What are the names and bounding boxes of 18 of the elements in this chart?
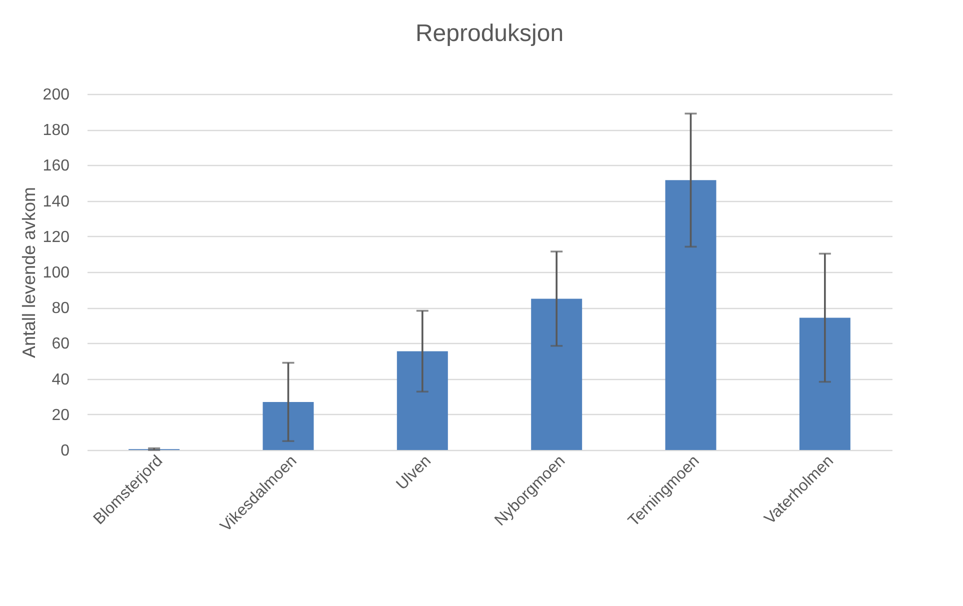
y-tick-label: 20: [52, 406, 70, 424]
y-tick-label: 180: [42, 122, 70, 140]
y-tick-label: 140: [42, 193, 70, 210]
y-tick-label: 200: [42, 86, 70, 104]
bar: [665, 180, 716, 450]
chart-title: Reproduksjon: [415, 20, 564, 47]
y-tick-label: 80: [52, 300, 70, 318]
bar: [799, 318, 850, 450]
bar: [531, 298, 582, 450]
y-tick-label: 120: [42, 228, 70, 246]
y-tick-label: 100: [42, 264, 70, 282]
bar: [262, 402, 314, 450]
y-axis-title: Antall levende avkom: [18, 186, 39, 358]
y-tick-label: 60: [52, 336, 70, 353]
y-tick-label: 160: [42, 158, 70, 175]
bar: [396, 351, 448, 450]
y-tick-label: 40: [52, 371, 70, 388]
y-tick-label: 0: [60, 442, 70, 460]
